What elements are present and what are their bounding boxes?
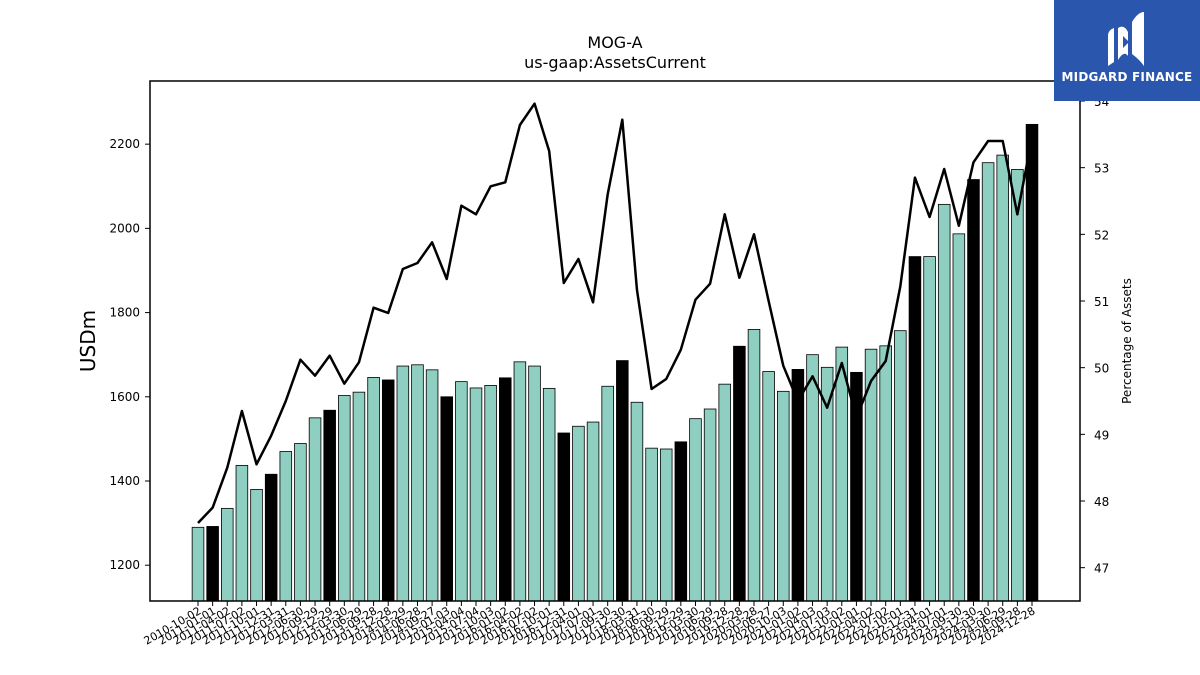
y-tick-label: 1200 (109, 558, 140, 572)
bar (674, 441, 688, 602)
bar (820, 366, 834, 602)
bar (572, 425, 585, 602)
y2-tick-label: 48 (1094, 495, 1109, 509)
y2-tick-label: 49 (1094, 428, 1109, 442)
bar (879, 345, 892, 602)
bar (411, 364, 424, 602)
bar (484, 385, 497, 602)
y2-tick-label: 51 (1094, 295, 1109, 309)
bar (381, 379, 395, 602)
bar (952, 233, 966, 602)
bar (630, 401, 644, 602)
bar (338, 395, 351, 602)
y-tick-label: 1400 (109, 474, 140, 488)
bar (250, 489, 263, 602)
midgard-finance-logo: MIDGARD FINANCE (1054, 0, 1200, 101)
bar (367, 377, 380, 602)
bar (733, 345, 746, 602)
left-axis: 1200 1400 1600 1800 2000 2200 (109, 137, 150, 572)
bar (586, 421, 600, 602)
y2-tick-label: 53 (1094, 162, 1109, 176)
logo-text: MIDGARD FINANCE (1061, 70, 1193, 84)
chart-subtitle: us-gaap:AssetsCurrent (524, 53, 706, 72)
x-axis: 2010-10-022011-01-012011-04-022011-07-02… (142, 601, 1038, 648)
bar (264, 473, 278, 602)
bar (1011, 169, 1024, 602)
y2-axis-label: Percentage of Assets (1120, 278, 1134, 404)
bar (601, 385, 614, 602)
bar (528, 365, 541, 602)
bar (777, 390, 790, 602)
midgard-logo-icon (1108, 12, 1144, 66)
y-tick-label: 2200 (109, 137, 140, 151)
bar (645, 447, 658, 602)
bar (835, 346, 849, 602)
bar (659, 448, 673, 602)
bar (294, 443, 307, 602)
bar (967, 179, 980, 602)
bar (718, 383, 731, 602)
bar (908, 256, 922, 602)
chart-title: MOG-A (587, 33, 642, 52)
bar (864, 348, 878, 602)
bar (1025, 123, 1039, 602)
bar (996, 154, 1009, 602)
bar (791, 369, 805, 602)
y-tick-label: 1600 (109, 390, 140, 404)
y2-tick-label: 47 (1094, 562, 1109, 576)
bar (762, 371, 775, 602)
y-tick-label: 1800 (109, 306, 140, 320)
bar (469, 387, 483, 602)
bar (894, 330, 907, 602)
bar (352, 391, 366, 602)
bar (806, 354, 819, 602)
bar (235, 465, 249, 602)
y2-tick-label: 50 (1094, 362, 1109, 376)
bar (542, 387, 556, 602)
bar (937, 203, 951, 602)
percentage-line (197, 102, 1034, 524)
bar (703, 408, 717, 602)
bar (499, 377, 512, 602)
bar (221, 507, 234, 602)
bar (981, 162, 995, 602)
bar (279, 451, 293, 602)
bar (206, 526, 219, 602)
bar (689, 418, 702, 602)
bar (923, 256, 936, 602)
y2-tick-label: 52 (1094, 228, 1109, 242)
bar (440, 396, 453, 602)
bar (513, 361, 527, 602)
bar (425, 369, 439, 602)
bar (396, 365, 410, 602)
bar (455, 381, 468, 602)
bar (191, 526, 205, 602)
bars-group (191, 123, 1039, 602)
bar (557, 432, 571, 602)
bar (323, 409, 336, 602)
bar (747, 329, 761, 602)
y-tick-label: 2000 (109, 221, 140, 235)
y-axis-label: USDm (76, 310, 100, 372)
bar (308, 417, 322, 602)
plot-frame (149, 80, 1081, 602)
line-layer (197, 102, 1034, 524)
bar (616, 360, 629, 602)
